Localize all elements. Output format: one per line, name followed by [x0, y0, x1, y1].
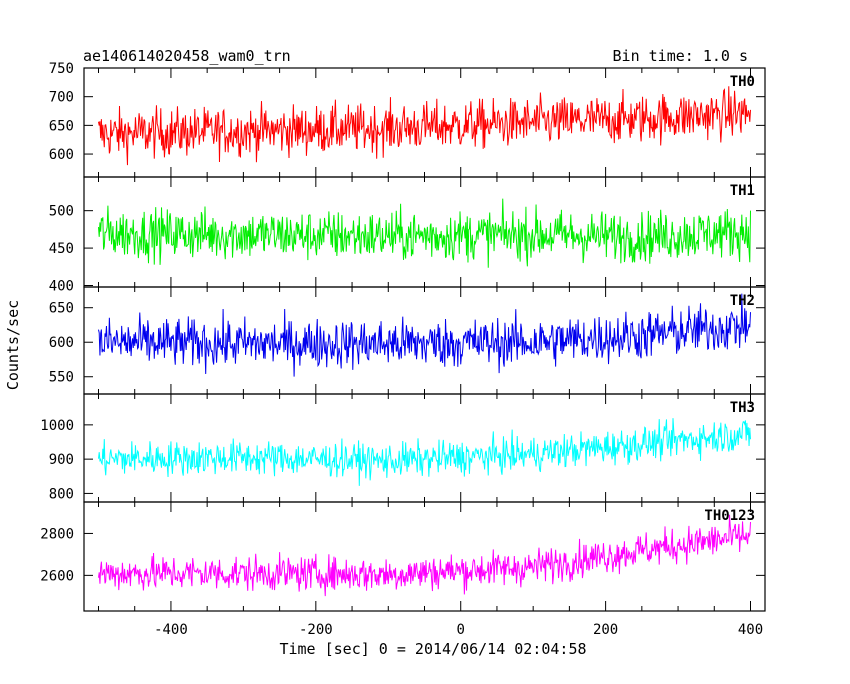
x-tick-label: -200: [299, 622, 333, 638]
x-axis-label: Time [sec] 0 = 2014/06/14 02:04:58: [279, 640, 586, 658]
y-tick-label: 2600: [40, 568, 74, 584]
y-tick-label: 1000: [40, 418, 74, 434]
panel-th2: 550 600 650 TH2: [49, 286, 766, 395]
series-line-th1: [97, 198, 752, 268]
series-line-th0123: [97, 514, 752, 597]
x-axis: -400 -200 0 200 400: [154, 622, 763, 638]
y-tick-label: 750: [49, 61, 74, 77]
x-tick-label: -400: [154, 622, 188, 638]
panel-label-th1: TH1: [730, 183, 755, 199]
y-tick-label: 600: [49, 335, 74, 351]
y-axis-label: Counts/sec: [4, 300, 22, 390]
series-line-th3: [97, 418, 752, 486]
panel-label-th0: TH0: [730, 74, 755, 90]
panel-label-th2: TH2: [730, 293, 755, 309]
y-tick-label: 550: [49, 370, 74, 386]
x-tick-label: 0: [457, 622, 465, 638]
y-tick-label: 650: [49, 118, 74, 134]
chart-title: ae140614020458_wam0_trn: [83, 47, 291, 65]
panel-th1: 400 450 500 TH1: [49, 176, 766, 295]
y-tick-label: 800: [49, 486, 74, 502]
panel-label-th0123: TH0123: [704, 508, 755, 524]
panel-th3: 800 900 1000 TH3: [40, 393, 766, 503]
y-tick-label: 450: [49, 241, 74, 257]
x-tick-label: 200: [593, 622, 618, 638]
panel-label-th3: TH3: [730, 400, 755, 416]
x-tick-label: 400: [738, 622, 763, 638]
y-tick-label: 700: [49, 90, 74, 106]
series-line-th0: [97, 86, 752, 166]
y-tick-label: 500: [49, 204, 74, 220]
y-tick-label: 600: [49, 147, 74, 163]
bin-time-label: Bin time: 1.0 s: [613, 47, 748, 65]
y-tick-label: 650: [49, 301, 74, 317]
panels-group: 600 650 700 750 TH0 400 450 500 TH1 550 600 650 TH2 8…: [40, 61, 766, 612]
panel-th0: 600 650 700 750 TH0: [49, 61, 766, 178]
y-tick-label: 400: [49, 279, 74, 295]
series-line-th2: [98, 293, 752, 377]
panel-th0123: 2600 2800 TH0123: [40, 501, 766, 612]
y-tick-label: 900: [49, 452, 74, 468]
y-tick-label: 2800: [40, 526, 74, 542]
panel-frame: [83, 501, 766, 612]
